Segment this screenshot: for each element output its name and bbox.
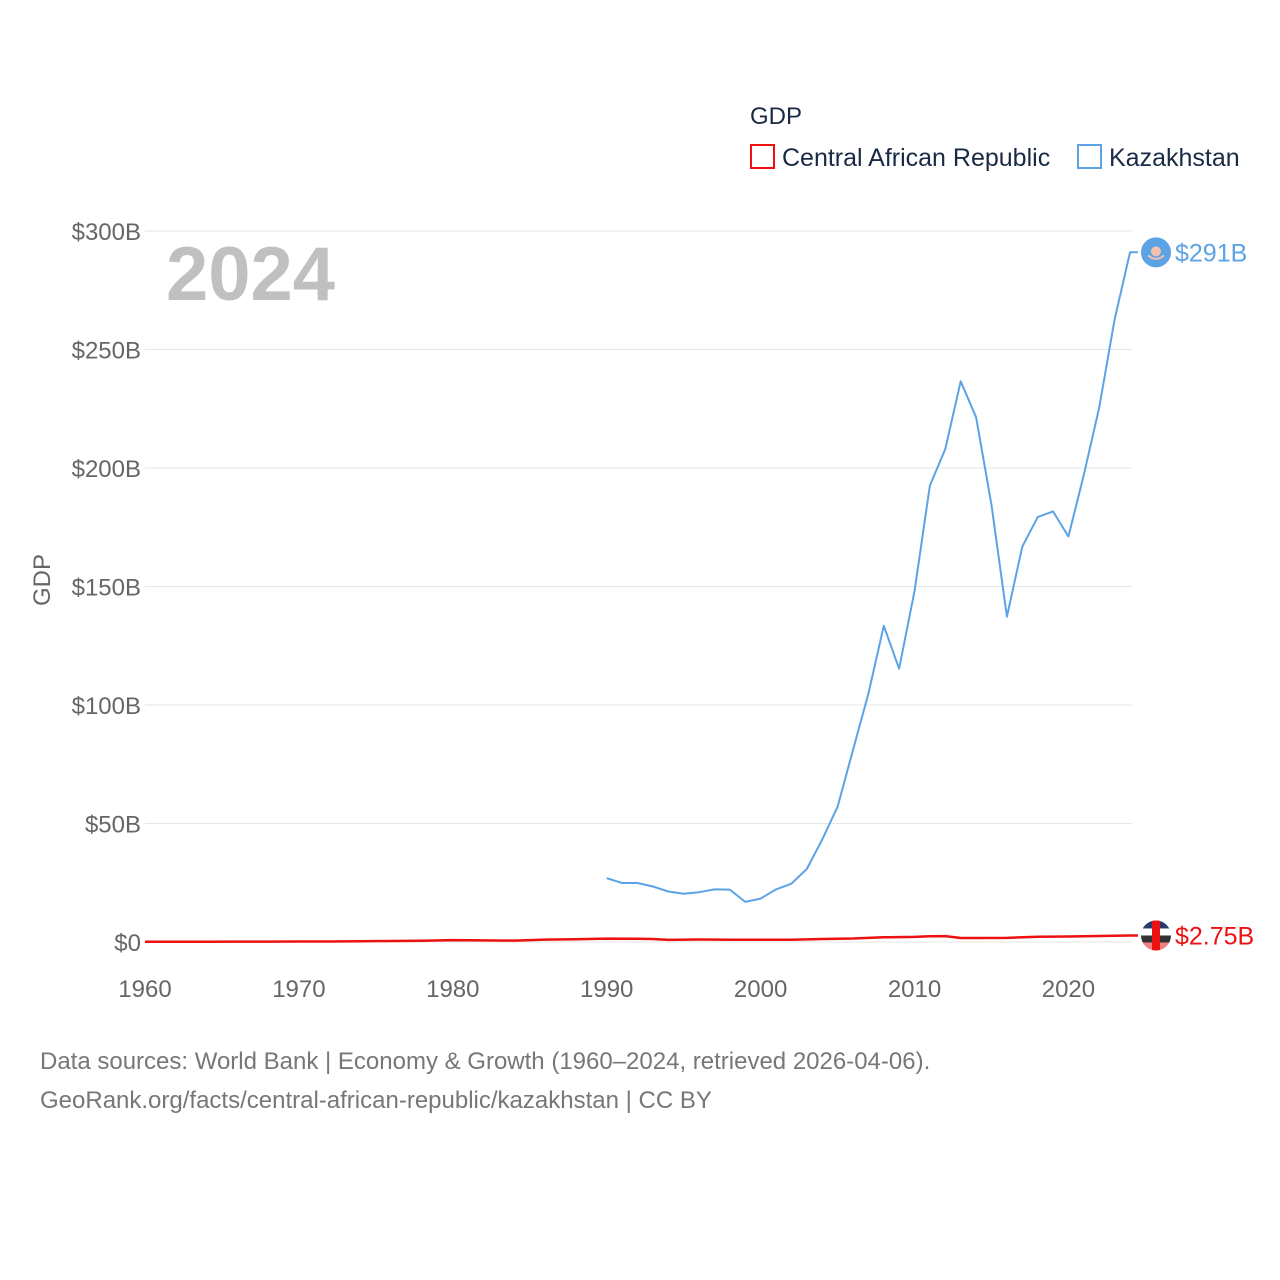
series-end-markers: $2.75B $291B bbox=[1141, 237, 1254, 951]
y-tick-label: $0 bbox=[114, 930, 141, 957]
legend-label-central-african-republic[interactable]: Central African Republic bbox=[782, 144, 1050, 172]
legend: GDP Central African Republic Kazakhstan bbox=[750, 103, 1240, 172]
y-tick-label: $100B bbox=[72, 693, 141, 720]
series-line-kazakhstan[interactable] bbox=[606, 251, 1138, 903]
y-axis-title: GDP bbox=[29, 554, 56, 606]
y-tick-label: $300B bbox=[72, 219, 141, 246]
flag-icon-kazakhstan bbox=[1141, 237, 1171, 268]
year-label: 2024 bbox=[166, 232, 335, 317]
legend-label-kazakhstan[interactable]: Kazakhstan bbox=[1109, 144, 1240, 172]
x-tick-label: 2000 bbox=[734, 976, 787, 1003]
x-tick-label: 1990 bbox=[580, 976, 633, 1003]
source-line-2[interactable]: GeoRank.org/facts/central-african-republ… bbox=[40, 1087, 712, 1114]
legend-swatch-central-african-republic[interactable] bbox=[750, 144, 775, 169]
x-tick-label: 2020 bbox=[1042, 976, 1095, 1003]
series-line-central-african-republic[interactable] bbox=[145, 934, 1138, 943]
flag-icon-central-african-republic bbox=[1141, 920, 1171, 951]
y-tick-label: $150B bbox=[72, 575, 141, 602]
y-axis: $0 $50B $100B $150B $200B $250B $300B bbox=[72, 219, 141, 957]
x-tick-label: 1960 bbox=[118, 976, 171, 1003]
grid-lines bbox=[145, 230, 1132, 943]
x-tick-label: 1980 bbox=[426, 976, 479, 1003]
y-tick-label: $50B bbox=[85, 812, 141, 839]
end-value-label-kazakhstan: $291B bbox=[1175, 239, 1247, 267]
series-lines bbox=[145, 251, 1138, 943]
y-tick-label: $250B bbox=[72, 338, 141, 365]
legend-title: GDP bbox=[750, 103, 802, 130]
y-tick-label: $200B bbox=[72, 456, 141, 483]
x-tick-label: 2010 bbox=[888, 976, 941, 1003]
legend-swatch-kazakhstan[interactable] bbox=[1077, 144, 1102, 169]
end-value-label-central-african-republic: $2.75B bbox=[1175, 922, 1254, 950]
source-line-1: Data sources: World Bank | Economy & Gro… bbox=[40, 1048, 930, 1075]
x-axis: 1960 1970 1980 1990 2000 2010 2020 bbox=[118, 976, 1095, 1003]
x-tick-label: 1970 bbox=[272, 976, 325, 1003]
